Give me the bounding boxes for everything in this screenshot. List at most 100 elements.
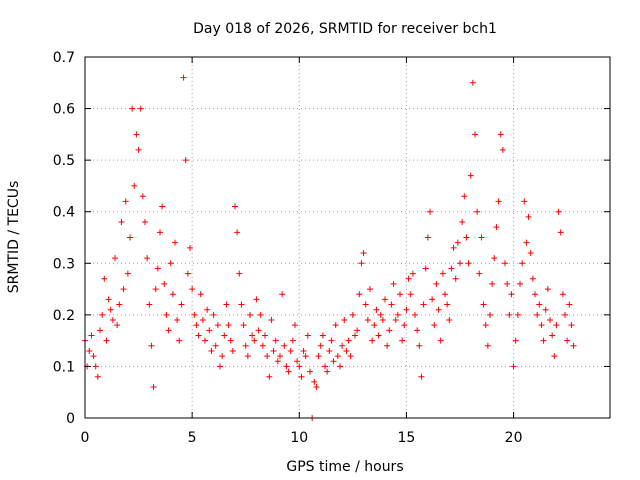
data-point [405, 275, 412, 282]
data-point [371, 322, 378, 329]
data-point [150, 384, 157, 391]
data-point [424, 234, 431, 241]
y-tick-label: 0 [66, 411, 75, 427]
data-point [446, 317, 453, 324]
data-point [437, 337, 444, 344]
y-tick-label: 0.2 [53, 308, 75, 324]
data-point [564, 337, 571, 344]
data-point [289, 337, 296, 344]
x-tick-labels: 0 5 10 15 20 [81, 430, 523, 446]
data-point [313, 384, 320, 391]
data-point [448, 265, 455, 272]
data-point [253, 296, 260, 303]
data-point [137, 105, 144, 112]
data-point [384, 342, 391, 349]
data-point [221, 332, 228, 339]
data-point [124, 270, 131, 277]
data-point [352, 332, 358, 339]
data-point [454, 239, 461, 246]
data-point [165, 327, 172, 334]
data-point [394, 311, 401, 318]
data-point [499, 146, 506, 153]
data-point [562, 311, 568, 318]
data-point [154, 265, 161, 272]
data-point [341, 317, 348, 324]
data-point [506, 311, 513, 318]
data-point [525, 213, 532, 220]
x-tick-label: 20 [505, 430, 523, 446]
data-point [86, 347, 93, 354]
y-tick-label: 0.4 [53, 205, 75, 221]
data-point [172, 239, 178, 246]
data-point [107, 306, 114, 313]
data-point [94, 373, 101, 380]
x-axis-label: GPS time / hours [286, 459, 403, 475]
data-point [238, 301, 245, 308]
data-point [270, 347, 277, 354]
data-point [208, 347, 215, 354]
data-point [349, 311, 356, 318]
data-point [429, 296, 436, 303]
data-point [219, 353, 226, 360]
data-point [97, 327, 103, 334]
data-point [360, 249, 367, 256]
data-point [232, 203, 238, 210]
data-point [109, 317, 116, 324]
y-axis-label: SRMTID / TECUs [6, 181, 22, 294]
data-point [133, 131, 140, 138]
data-point [88, 332, 95, 339]
data-point [240, 322, 247, 329]
data-point [388, 301, 395, 308]
data-point [210, 311, 217, 318]
data-point [204, 306, 211, 313]
data-point [272, 337, 279, 344]
data-point [433, 280, 440, 287]
data-point [480, 301, 487, 308]
data-point [532, 291, 538, 298]
data-point [122, 198, 129, 205]
plot-frame [84, 56, 611, 419]
data-point [112, 255, 118, 262]
data-point [334, 353, 341, 360]
data-point [90, 353, 97, 360]
data-point [294, 358, 301, 365]
data-point [356, 291, 363, 298]
data-point [418, 373, 425, 380]
data-point [214, 322, 221, 329]
data-point [244, 353, 251, 360]
data-point [268, 317, 275, 324]
data-point [292, 322, 298, 329]
data-point [298, 373, 305, 380]
data-point [489, 280, 496, 287]
data-point [189, 286, 196, 293]
data-point [553, 322, 560, 329]
data-point [180, 74, 187, 81]
y-tick-labels: 0 0.1 0.2 0.3 0.4 0.5 0.6 0.7 [53, 50, 75, 427]
data-point [332, 322, 339, 329]
data-point [377, 311, 384, 318]
data-point [431, 322, 438, 329]
data-point [242, 342, 249, 349]
data-point [422, 265, 429, 272]
data-point [358, 260, 365, 267]
data-point [536, 301, 543, 308]
data-point [287, 347, 294, 354]
data-point [547, 317, 553, 324]
data-point [504, 280, 511, 287]
data-point [174, 317, 181, 324]
data-point [392, 317, 399, 324]
data-point [129, 105, 136, 112]
data-point [345, 337, 352, 344]
data-point [540, 337, 547, 344]
data-point [444, 301, 451, 308]
data-point [99, 311, 106, 318]
data-point [534, 311, 541, 318]
data-point [330, 358, 337, 365]
data-point [439, 270, 446, 277]
data-point [514, 311, 521, 318]
data-point [326, 347, 333, 354]
data-point [317, 342, 324, 349]
data-point [197, 291, 204, 298]
data-point [319, 332, 326, 339]
